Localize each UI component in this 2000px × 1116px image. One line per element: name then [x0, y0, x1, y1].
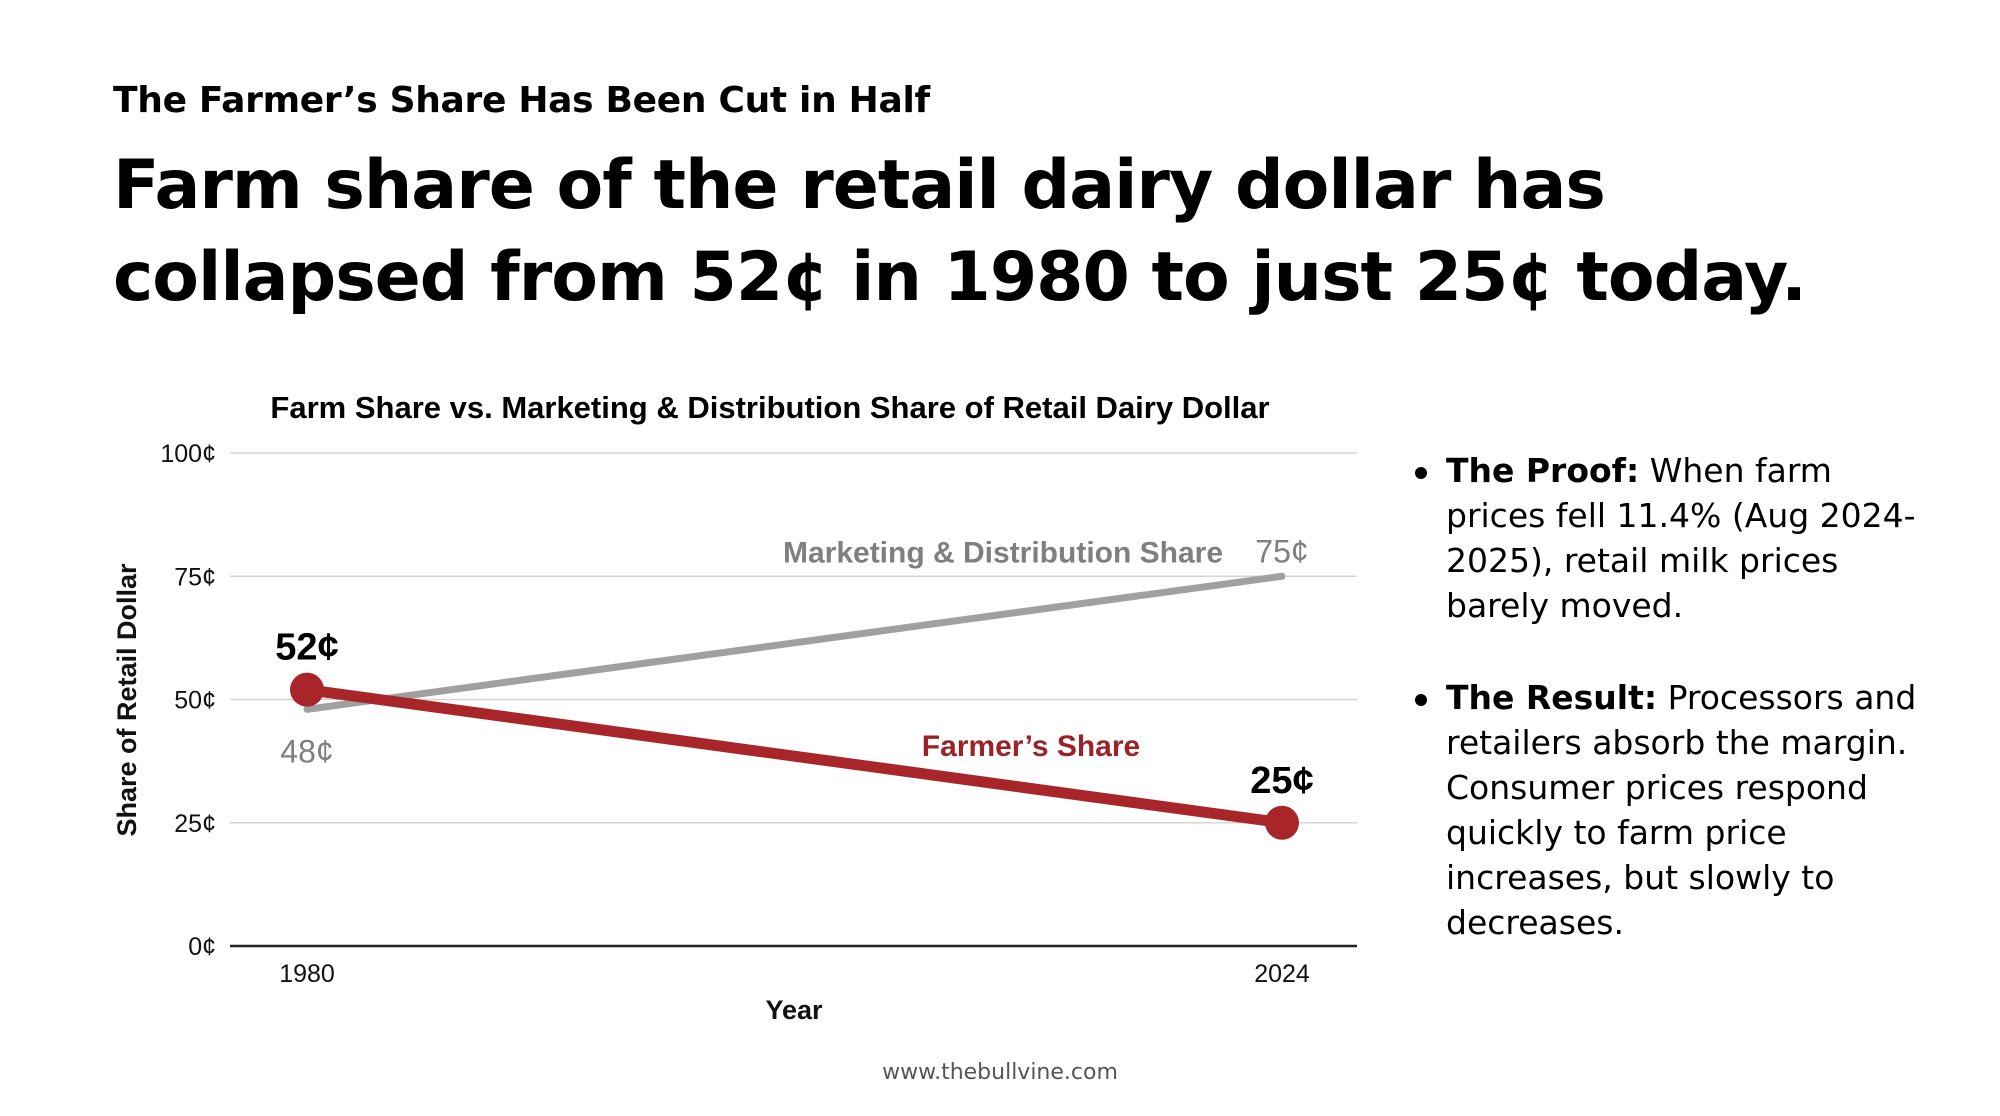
kicker-title: The Farmer’s Share Has Been Cut in Half: [113, 80, 930, 121]
bullet-result: The Result: Processors and retailers abs…: [1410, 675, 1930, 945]
headline: Farm share of the retail dairy dollar ha…: [113, 146, 1807, 317]
bullet-text: When farm prices fell 11.4% (Aug 2024-20…: [1446, 451, 1916, 625]
series-line-farmer: [301, 684, 1288, 829]
bullet-label: The Proof:: [1446, 451, 1640, 490]
y-axis-label: Share of Retail Dollar: [112, 563, 142, 837]
y-tick-label: 50¢: [174, 687, 216, 715]
bullet-proof: The Proof: When farm prices fell 11.4% (…: [1410, 448, 1930, 628]
y-tick-label: 0¢: [188, 933, 216, 961]
bullet-dot-icon: [1415, 694, 1427, 706]
chart-title: Farm Share vs. Marketing & Distribution …: [270, 390, 1269, 425]
y-tick-labels: 0¢ 25¢ 50¢ 75¢ 100¢: [160, 440, 216, 961]
series-group: 52¢ 25¢ 48¢ 75¢ Marketing & Distribution Sha…: [275, 533, 1314, 840]
y-tick-label: 75¢: [174, 563, 216, 591]
bullet-label: The Result:: [1446, 678, 1658, 717]
series-line-marketing: [303, 572, 1286, 713]
data-label-marketing-2024: 75¢: [1255, 533, 1308, 569]
data-point-farmer: [290, 672, 324, 707]
data-label-farmer-1980: 52¢: [275, 627, 338, 669]
series-label-farmer: Farmer’s Share: [922, 730, 1140, 763]
data-label-marketing-1980: 48¢: [280, 733, 333, 769]
source-url: www.thebullvine.com: [882, 1060, 1118, 1085]
x-tick-label: 2024: [1254, 960, 1310, 988]
y-tick-label: 100¢: [160, 440, 216, 468]
bullet-text: Processors and retailers absorb the marg…: [1446, 678, 1917, 942]
bullet-dot-icon: [1415, 467, 1427, 479]
x-tick-labels: 1980 2024: [279, 960, 1310, 988]
gridlines: [230, 452, 1357, 948]
key-points-list: The Proof: When farm prices fell 11.4% (…: [1410, 448, 1930, 992]
data-point-farmer: [1265, 805, 1299, 840]
data-label-farmer-2024: 25¢: [1250, 760, 1313, 802]
x-axis-label: Year: [765, 995, 823, 1025]
y-tick-label: 25¢: [174, 810, 216, 838]
series-label-marketing: Marketing & Distribution Share: [783, 536, 1223, 569]
x-tick-label: 1980: [279, 960, 335, 988]
